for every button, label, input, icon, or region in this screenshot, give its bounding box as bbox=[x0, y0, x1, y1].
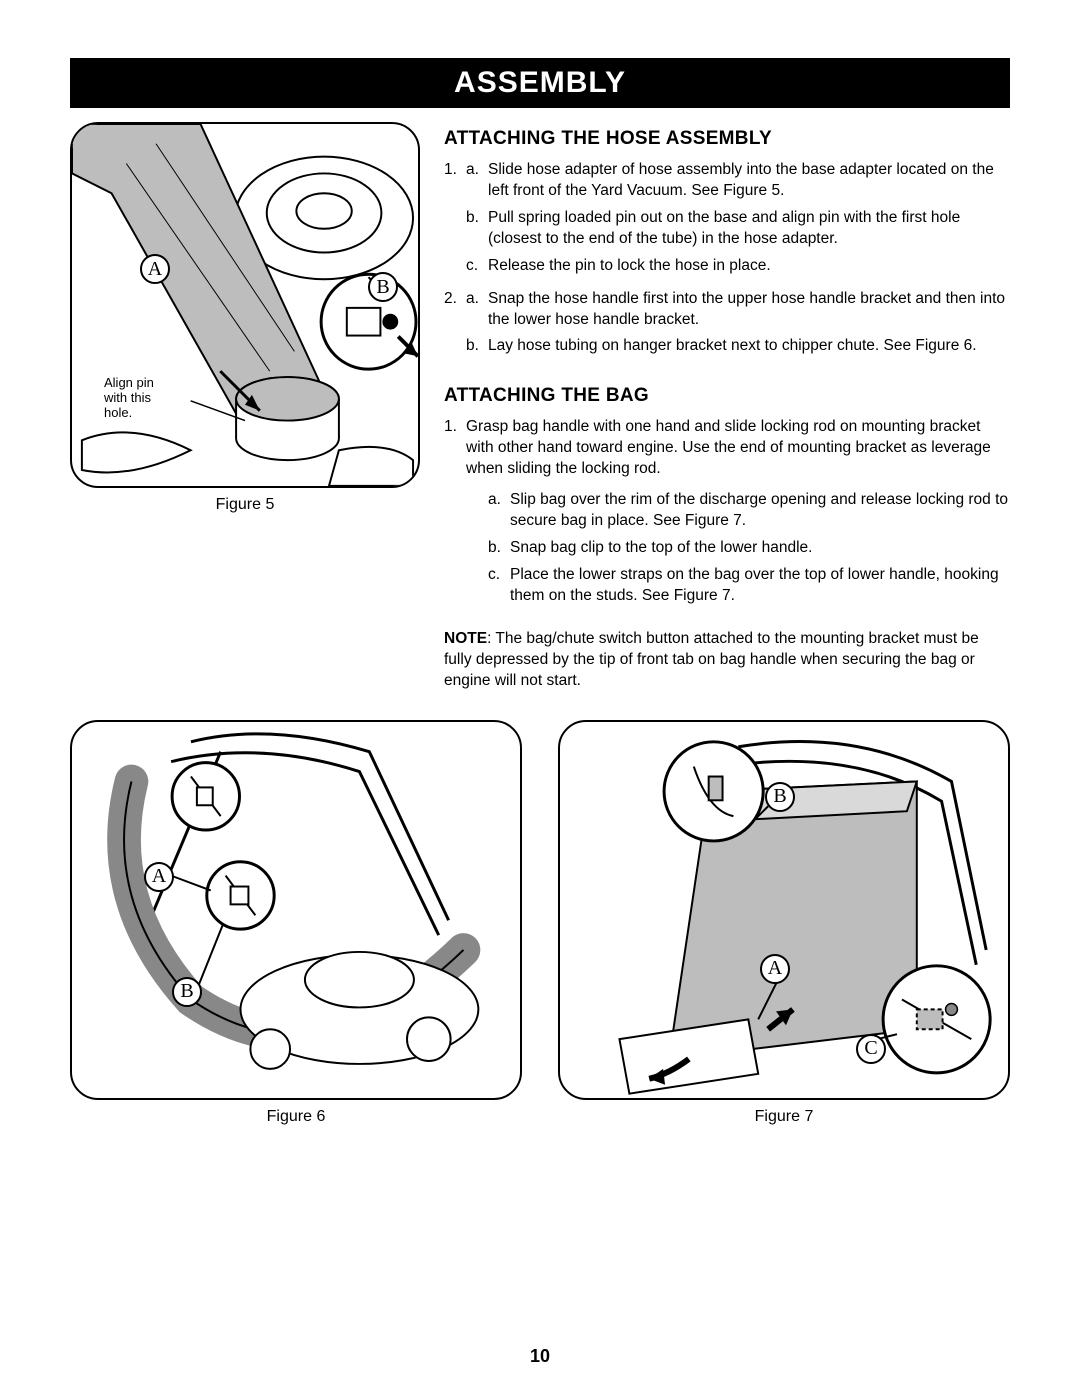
figure-7-illustration bbox=[560, 722, 1008, 1099]
figure-5-callout-b: B bbox=[368, 272, 398, 302]
figure-6-block: A B Figure 6 bbox=[70, 720, 522, 1126]
figure-6-callout-a: A bbox=[144, 862, 174, 892]
page-number: 10 bbox=[0, 1346, 1080, 1367]
page: ASSEMBLY bbox=[0, 0, 1080, 1397]
banner-title: ASSEMBLY bbox=[70, 58, 1010, 108]
hose-1c: c.Release the pin to lock the hose in pl… bbox=[466, 256, 1010, 277]
figure-5-annotation: Align pin with this hole. bbox=[104, 376, 174, 421]
figure-5-block: A B Align pin with this hole. Figure 5 bbox=[70, 122, 420, 514]
bag-lead-text: Grasp bag handle with one hand and slide… bbox=[466, 417, 1010, 480]
top-row: A B Align pin with this hole. Figure 5 A… bbox=[70, 122, 1010, 692]
figure-6-caption: Figure 6 bbox=[70, 1108, 522, 1126]
figure-7-block: B A C Figure 7 bbox=[558, 720, 1010, 1126]
text-column: ATTACHING THE HOSE ASSEMBLY 1. a.Slide h… bbox=[444, 122, 1010, 692]
figure-6-illustration bbox=[72, 722, 520, 1099]
figure-5-illustration bbox=[72, 124, 418, 486]
figure-7-callout-b: B bbox=[765, 782, 795, 812]
bag-1c: c.Place the lower straps on the bag over… bbox=[488, 565, 1010, 607]
hose-item-2-num: 2. bbox=[444, 289, 466, 364]
hose-item-1: 1. a.Slide hose adapter of hose assembly… bbox=[444, 160, 1010, 283]
figure-7-caption: Figure 7 bbox=[558, 1108, 1010, 1126]
hose-heading: ATTACHING THE HOSE ASSEMBLY bbox=[444, 128, 1010, 150]
bag-list: 1. Grasp bag handle with one hand and sl… bbox=[444, 417, 1010, 612]
note-label: NOTE bbox=[444, 630, 487, 647]
bag-1b: b.Snap bag clip to the top of the lower … bbox=[488, 538, 1010, 559]
figure-6: A B bbox=[70, 720, 522, 1100]
bag-note: NOTE: The bag/chute switch button attach… bbox=[444, 629, 1010, 692]
bottom-row: A B Figure 6 bbox=[70, 720, 1010, 1126]
hose-1b: b.Pull spring loaded pin out on the base… bbox=[466, 208, 1010, 250]
hose-2a: a.Snap the hose handle first into the up… bbox=[466, 289, 1010, 331]
figure-5-caption: Figure 5 bbox=[70, 496, 420, 514]
note-text: : The bag/chute switch button attached t… bbox=[444, 630, 979, 689]
figure-7-callout-a: A bbox=[760, 954, 790, 984]
hose-item-1-num: 1. bbox=[444, 160, 466, 283]
figure-5-callout-a: A bbox=[140, 254, 170, 284]
hose-list: 1. a.Slide hose adapter of hose assembly… bbox=[444, 160, 1010, 363]
figure-7-callout-c: C bbox=[856, 1034, 886, 1064]
bag-1a: a.Slip bag over the rim of the discharge… bbox=[488, 490, 1010, 532]
figure-5: A B Align pin with this hole. bbox=[70, 122, 420, 488]
figure-7: B A C bbox=[558, 720, 1010, 1100]
bag-item-1: 1. Grasp bag handle with one hand and sl… bbox=[444, 417, 1010, 612]
figure-6-callout-b: B bbox=[172, 977, 202, 1007]
hose-item-2: 2. a.Snap the hose handle first into the… bbox=[444, 289, 1010, 364]
bag-heading: ATTACHING THE BAG bbox=[444, 385, 1010, 407]
hose-1a: a.Slide hose adapter of hose assembly in… bbox=[466, 160, 1010, 202]
hose-2b: b.Lay hose tubing on hanger bracket next… bbox=[466, 336, 1010, 357]
